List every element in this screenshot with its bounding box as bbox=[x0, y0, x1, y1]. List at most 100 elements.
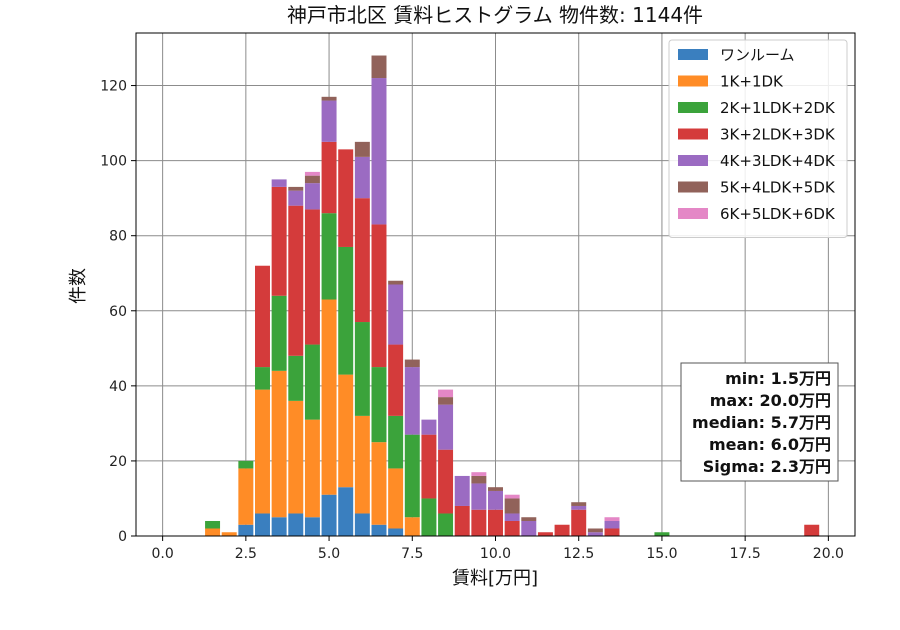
bar-segment bbox=[371, 55, 387, 79]
y-tick-label: 100 bbox=[100, 154, 127, 170]
x-tick-label: 12.5 bbox=[563, 546, 594, 562]
y-tick-label: 60 bbox=[109, 304, 127, 320]
y-tick-label: 40 bbox=[109, 379, 127, 395]
bar-segment bbox=[421, 419, 437, 435]
bar-segment bbox=[288, 400, 304, 514]
bar-segment bbox=[488, 509, 503, 536]
bar-segment bbox=[604, 520, 620, 529]
bar-segment bbox=[354, 156, 370, 199]
stats-box: min: 1.5万円 max: 20.0万円 median: 5.7万円 mean: … bbox=[680, 362, 839, 482]
bar-segment bbox=[238, 524, 254, 536]
bar-segment bbox=[321, 100, 337, 142]
bar-segment bbox=[288, 186, 304, 191]
legend-entry: ワンルーム bbox=[720, 46, 795, 64]
legend: ワンルーム 1K+1DK 2K+1LDK+2DK 3K+2LDK+3DK 4K+3LDK… bbox=[668, 39, 848, 238]
bar-segment bbox=[571, 502, 587, 506]
legend-swatch bbox=[678, 75, 708, 87]
bar-segment bbox=[488, 487, 503, 491]
bar-segment bbox=[205, 520, 221, 529]
x-tick-label: 10.0 bbox=[480, 546, 511, 562]
bar-segment bbox=[521, 517, 537, 521]
bar-segment bbox=[255, 389, 270, 514]
bar-segment bbox=[271, 517, 287, 536]
bar-segment bbox=[554, 524, 570, 536]
bar-segment bbox=[338, 374, 354, 488]
bar-segment bbox=[454, 475, 470, 506]
y-tick-label: 80 bbox=[109, 229, 127, 245]
stats-line: median: 5.7万円 bbox=[692, 413, 831, 432]
chart-title: 神戸市北区 賃料ヒストグラム 物件数: 1144件 bbox=[287, 3, 703, 27]
bar-segment bbox=[288, 190, 304, 206]
x-tick-label: 20.0 bbox=[813, 546, 844, 562]
bar-segment bbox=[321, 494, 337, 536]
bar-segment bbox=[388, 468, 404, 529]
bar-segment bbox=[354, 513, 370, 536]
x-tick-label: 5.0 bbox=[318, 546, 340, 562]
bar-segment bbox=[371, 367, 387, 443]
bar-segment bbox=[371, 524, 387, 536]
bar-segment bbox=[271, 179, 287, 187]
bar-segment bbox=[304, 183, 320, 210]
bar-segment bbox=[371, 78, 387, 225]
bar-segment bbox=[604, 528, 620, 536]
bar-segment bbox=[354, 141, 370, 157]
y-tick-label: 20 bbox=[109, 454, 127, 470]
bar-segment bbox=[271, 370, 287, 518]
stats-line: min: 1.5万円 bbox=[725, 369, 831, 388]
y-axis-label: 件数 bbox=[68, 268, 89, 304]
bar-segment bbox=[604, 517, 620, 521]
x-ticks: 0.0 2.5 5.0 7.5 10.0 12.5 15.0 17.5 20.0 bbox=[151, 536, 844, 562]
bar-segment bbox=[404, 517, 420, 536]
bar-segment bbox=[321, 299, 337, 495]
bar-segment bbox=[354, 198, 370, 323]
bar-segment bbox=[338, 246, 354, 375]
bars bbox=[205, 55, 820, 536]
bar-segment bbox=[587, 532, 603, 536]
bar-segment bbox=[587, 528, 603, 533]
bar-segment bbox=[471, 483, 487, 510]
bar-segment bbox=[421, 498, 437, 536]
bar-segment bbox=[388, 344, 404, 416]
bar-segment bbox=[304, 209, 320, 345]
x-tick-label: 2.5 bbox=[235, 546, 257, 562]
x-tick-label: 7.5 bbox=[401, 546, 423, 562]
legend-swatch bbox=[678, 208, 708, 219]
bar-segment bbox=[338, 487, 354, 536]
bar-segment bbox=[654, 532, 670, 536]
bar-segment bbox=[438, 449, 454, 514]
bar-segment bbox=[388, 528, 404, 536]
bar-segment bbox=[388, 415, 404, 469]
legend-box bbox=[668, 39, 848, 238]
bar-segment bbox=[221, 532, 237, 536]
legend-entry: 3K+2LDK+3DK bbox=[720, 126, 836, 144]
bar-segment bbox=[438, 397, 454, 405]
x-tick-label: 17.5 bbox=[730, 546, 761, 562]
stats-line: mean: 6.0万円 bbox=[709, 435, 831, 454]
legend-entry: 1K+1DK bbox=[720, 73, 784, 91]
bar-segment bbox=[255, 513, 270, 536]
bar-segment bbox=[354, 322, 370, 416]
bar-segment bbox=[238, 468, 254, 525]
bar-segment bbox=[404, 434, 420, 518]
bar-segment bbox=[438, 404, 454, 450]
bar-segment bbox=[388, 284, 404, 345]
bar-segment bbox=[321, 96, 337, 101]
bar-segment bbox=[371, 442, 387, 525]
bar-segment bbox=[321, 213, 337, 300]
bar-segment bbox=[504, 494, 520, 499]
bar-segment bbox=[321, 141, 337, 214]
bar-segment bbox=[338, 149, 354, 247]
x-axis-label: 賃料[万円] bbox=[452, 568, 538, 589]
bar-segment bbox=[271, 295, 287, 371]
legend-entry: 5K+4LDK+5DK bbox=[720, 179, 836, 197]
stats-box-frame bbox=[680, 362, 839, 482]
bar-segment bbox=[421, 434, 437, 499]
bar-segment bbox=[471, 475, 487, 484]
bar-segment bbox=[471, 509, 487, 536]
bar-segment bbox=[504, 513, 520, 521]
bar-segment bbox=[454, 505, 470, 536]
bar-segment bbox=[471, 472, 487, 476]
bar-segment bbox=[304, 344, 320, 420]
legend-entry: 4K+3LDK+4DK bbox=[720, 152, 836, 170]
